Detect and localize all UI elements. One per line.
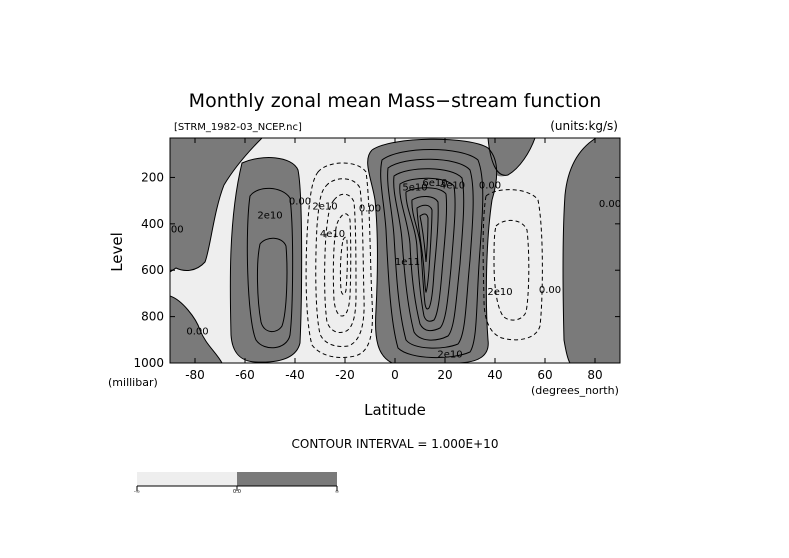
positive-region-top-right [488, 138, 535, 177]
x-units-label: (degrees_north) [531, 384, 619, 397]
contour-value-label: 0.00 [599, 199, 621, 210]
x-tick-label: 80 [587, 368, 602, 382]
contour-value-label: 2e10 [437, 350, 462, 361]
y-units-label: (millibar) [108, 376, 158, 389]
units-label: (units:kg/s) [550, 119, 618, 133]
contour-value-label: 2e10 [257, 211, 282, 222]
contour-value-label: 0.00 [539, 285, 561, 296]
chart-title: Monthly zonal mean Mass−stream function [189, 90, 602, 112]
x-tick-label: -20 [335, 368, 355, 382]
y-axis-label: Level [108, 232, 126, 272]
contour-value-label: 4e10 [320, 229, 345, 240]
x-tick-label: 0 [391, 368, 399, 382]
positive-region-left-surface [170, 296, 222, 363]
positive-region-east [563, 138, 620, 363]
contour-value-label: 0.00 [186, 327, 208, 338]
x-axis-label: Latitude [364, 401, 426, 419]
colorbar-negative-swatch [137, 472, 237, 486]
y-tick-label: 200 [141, 170, 164, 184]
contour-value-label: 2e10 [312, 201, 337, 212]
positive-contours-equatorial [380, 149, 484, 359]
contour-value-label: 0.00 [479, 180, 501, 191]
negative-contours-west [305, 162, 373, 359]
colorbar-label-max: ∞ [335, 489, 339, 495]
contour-value-label: 1e11 [395, 257, 420, 268]
contour-value-label: 5e10 [402, 183, 427, 194]
y-tick-label: 600 [141, 263, 164, 277]
negative-contours-east [482, 189, 543, 341]
x-tick-label: 40 [487, 368, 502, 382]
y-tick-label: 1000 [133, 356, 164, 370]
contour-interval-label: CONTOUR INTERVAL = 1.000E+10 [292, 437, 499, 451]
colorbar: -∞ 0.0 ∞ [134, 472, 339, 495]
source-file-label: [STRM_1982-03_NCEP.nc] [174, 122, 302, 133]
x-tick-label: 20 [437, 368, 452, 382]
contour-value-label: 4e10 [440, 180, 465, 191]
contour-value-label: 0.00 [161, 224, 183, 235]
colorbar-label-zero: 0.0 [233, 489, 241, 495]
y-tick-label: 800 [141, 310, 164, 324]
contour-value-label: 0.00 [289, 197, 311, 208]
y-tick-label: 400 [141, 217, 164, 231]
x-tick-label: 60 [537, 368, 552, 382]
x-tick-label: -60 [235, 368, 255, 382]
x-tick-label: -40 [285, 368, 305, 382]
positive-region-top-left [170, 138, 262, 272]
x-axis: -80 -60 -40 -20 0 20 40 60 80 [185, 138, 603, 382]
x-tick-label: -80 [185, 368, 205, 382]
contour-value-label: 2e10 [487, 287, 512, 298]
colorbar-label-min: -∞ [134, 489, 140, 495]
colorbar-positive-swatch [237, 472, 337, 486]
contour-value-label: 0.00 [359, 204, 381, 215]
y-axis: 200 400 600 800 1000 [133, 170, 620, 370]
contour-value-label: 6e10 [422, 178, 447, 189]
positive-contours-south [246, 187, 294, 349]
zero-contours [170, 138, 597, 363]
